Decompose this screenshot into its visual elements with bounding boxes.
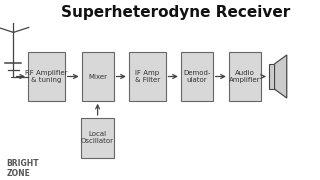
Text: IF Amp
& Filter: IF Amp & Filter: [135, 70, 160, 83]
Bar: [229, 52, 261, 101]
Text: Audio
Amplifier: Audio Amplifier: [229, 70, 260, 83]
Text: Mixer: Mixer: [88, 73, 107, 80]
Bar: [269, 64, 275, 89]
Bar: [82, 52, 114, 101]
Bar: [28, 52, 65, 101]
Text: Demod-
ulator: Demod- ulator: [183, 70, 211, 83]
Bar: [181, 52, 213, 101]
Text: Local
Oscillator: Local Oscillator: [81, 131, 114, 144]
Bar: [81, 118, 115, 158]
Text: RF Amplifier
& tuning: RF Amplifier & tuning: [25, 70, 68, 83]
Text: BRIGHT
ZONE: BRIGHT ZONE: [6, 159, 39, 178]
Bar: [129, 52, 166, 101]
Text: Superheterodyne Receiver: Superheterodyne Receiver: [61, 5, 291, 20]
Polygon shape: [275, 55, 287, 98]
